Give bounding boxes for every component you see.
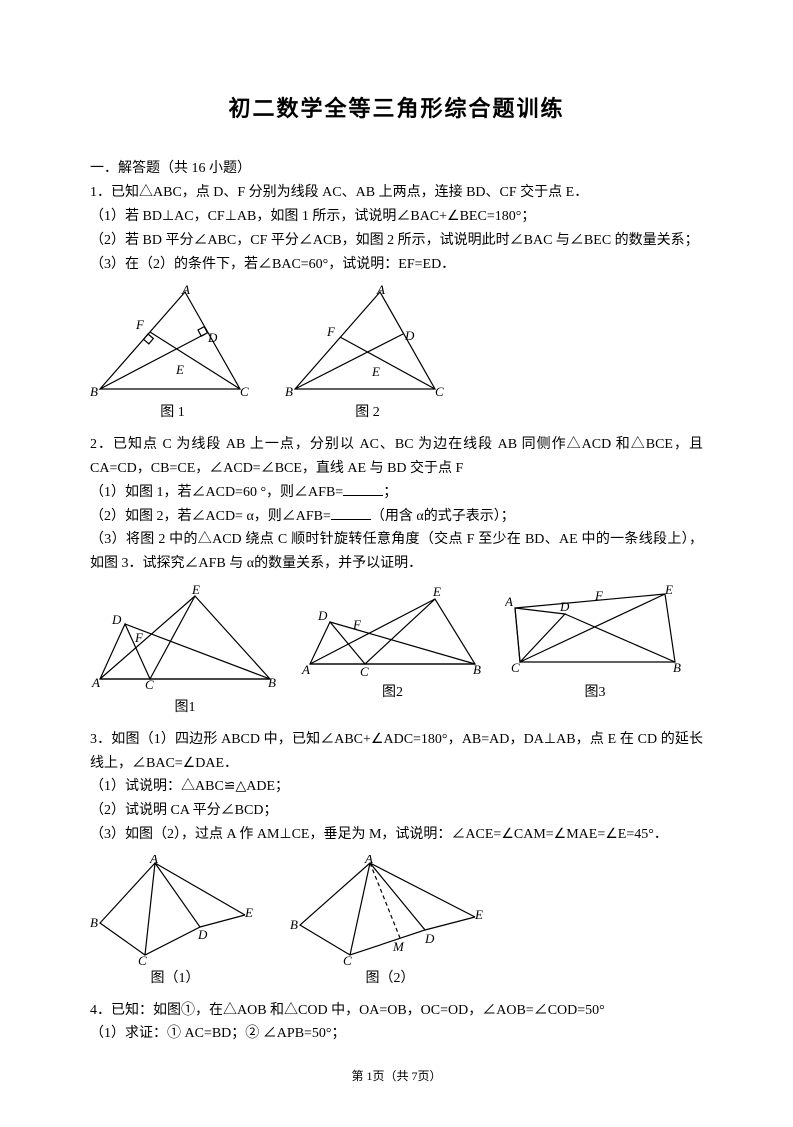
q4-stem: 4．已知：如图①，在△AOB 和△COD 中，OA=OB，OC=OD，∠AOB=… <box>90 999 703 1023</box>
svg-text:D: D <box>559 599 570 614</box>
q2-p1b: ； <box>383 485 397 500</box>
svg-text:B: B <box>290 917 298 932</box>
q3-part3: （3）如图（2），过点 A 作 AM⊥CE，垂足为 M，试说明：∠ACE=∠CA… <box>90 823 703 847</box>
svg-text:F: F <box>352 617 362 632</box>
q2-fig3-block: A D C B E F 图3 <box>505 584 685 720</box>
blank-2 <box>331 505 371 520</box>
q2-part3: （3）将图 2 中的△ACD 绕点 C 顺时针旋转任意角度（交点 F 至少在 B… <box>90 528 703 576</box>
svg-text:A: A <box>301 662 310 677</box>
q3-part1: （1）试说明：△ABC≌△ADE； <box>90 775 703 799</box>
blank-1 <box>343 481 383 496</box>
svg-text:B: B <box>473 662 481 677</box>
svg-text:E: E <box>244 905 253 920</box>
q3-fig2-svg: A B C D E M <box>290 855 490 965</box>
svg-text:A: A <box>91 675 100 690</box>
q3-stem: 3．如图（1）四边形 ABCD 中，已知∠ABC+∠ADC=180°，AB=AD… <box>90 728 703 776</box>
svg-text:C: C <box>360 664 369 679</box>
svg-text:B: B <box>673 660 681 675</box>
svg-text:E: E <box>175 362 184 377</box>
q2-part2: （2）如图 2，若∠ACD= α，则∠AFB= （用含 α的式子表示）； <box>90 505 703 529</box>
svg-text:A: A <box>376 284 385 297</box>
q1-fig1-block: A B C F D E 图 1 <box>90 284 255 425</box>
q1-fig2-label: 图 2 <box>355 401 380 425</box>
q3-fig1-svg: A B C D E <box>90 855 260 965</box>
q3-figures: A B C D E 图（1） A B <box>90 855 703 991</box>
q2-fig2-label: 图2 <box>382 681 403 705</box>
q3-fig2-block: A B C D E M 图（2） <box>290 855 490 991</box>
svg-text:E: E <box>664 584 673 597</box>
q1-part2: （2）若 BD 平分∠ABC，CF 平分∠ACB，如图 2 所示，试说明此时∠B… <box>90 229 703 253</box>
q2-fig3-label: 图3 <box>585 681 606 705</box>
q2-stem: 2．已知点 C 为线段 AB 上一点，分别以 AC、BC 为边在线段 AB 同侧… <box>90 433 703 481</box>
svg-text:A: A <box>149 855 158 866</box>
q3-fig2-label: 图（2） <box>366 967 415 991</box>
svg-text:F: F <box>594 588 604 603</box>
svg-text:A: A <box>364 855 373 866</box>
q2-fig1-label: 图1 <box>175 696 196 720</box>
q2-fig2-svg: A C B D E F <box>300 584 485 679</box>
q1-fig1-label: 图 1 <box>160 401 185 425</box>
svg-text:M: M <box>392 939 405 954</box>
svg-text:D: D <box>111 612 122 627</box>
svg-text:B: B <box>268 675 276 690</box>
svg-text:D: D <box>424 931 435 946</box>
q2-p2b: （用含 α的式子表示）； <box>371 509 515 524</box>
q3-part2: （2）试说明 CA 平分∠BCD； <box>90 799 703 823</box>
svg-text:C: C <box>240 384 249 399</box>
svg-text:A: A <box>505 594 513 609</box>
q1-figures: A B C F D E 图 1 A B C <box>90 284 703 425</box>
svg-text:C: C <box>343 953 352 965</box>
svg-text:B: B <box>90 384 98 399</box>
page-footer: 第 1页（共 7页） <box>90 1066 703 1086</box>
svg-text:E: E <box>191 584 200 597</box>
q1-fig2-svg: A B C F D E <box>285 284 450 399</box>
q2-p2a: （2）如图 2，若∠ACD= α，则∠AFB= <box>90 509 331 524</box>
q2-part1: （1）如图 1，若∠ACD=60 °，则∠AFB= ； <box>90 481 703 505</box>
q1-stem: 1．已知△ABC，点 D、F 分别为线段 AC、AB 上两点，连接 BD、CF … <box>90 181 703 205</box>
section-heading: 一．解答题（共 16 小题） <box>90 157 703 181</box>
q2-fig1-svg: A C B D E F <box>90 584 280 694</box>
svg-text:D: D <box>404 328 415 343</box>
svg-text:D: D <box>317 608 328 623</box>
svg-text:E: E <box>371 364 380 379</box>
q1-fig1-svg: A B C F D E <box>90 284 255 399</box>
svg-text:D: D <box>197 927 208 942</box>
q3-fig1-label: 图（1） <box>151 967 200 991</box>
svg-text:F: F <box>326 324 336 339</box>
svg-text:C: C <box>435 384 444 399</box>
svg-text:B: B <box>90 915 98 930</box>
q2-figures: A C B D E F 图1 A <box>90 584 703 720</box>
q2-fig3-svg: A D C B E F <box>505 584 685 679</box>
svg-text:F: F <box>135 317 145 332</box>
q1-part1: （1）若 BD⊥AC，CF⊥AB，如图 1 所示，试说明∠BAC+∠BEC=18… <box>90 205 703 229</box>
svg-text:D: D <box>207 330 218 345</box>
svg-text:C: C <box>511 660 520 675</box>
q2-fig2-block: A C B D E F 图2 <box>300 584 485 720</box>
q4-part1: （1）求证：① AC=BD；② ∠APB=50°； <box>90 1022 703 1046</box>
svg-text:A: A <box>181 284 190 297</box>
q1-part3: （3）在（2）的条件下，若∠BAC=60°，试说明：EF=ED． <box>90 253 703 277</box>
q2-p1a: （1）如图 1，若∠ACD=60 °，则∠AFB= <box>90 485 343 500</box>
svg-text:C: C <box>145 677 154 692</box>
svg-text:E: E <box>432 584 441 599</box>
svg-text:B: B <box>285 384 293 399</box>
svg-text:C: C <box>138 953 147 965</box>
q1-fig2-block: A B C F D E 图 2 <box>285 284 450 425</box>
document-title: 初二数学全等三角形综合题训练 <box>90 90 703 127</box>
q2-fig1-block: A C B D E F 图1 <box>90 584 280 720</box>
svg-text:E: E <box>474 907 483 922</box>
page: 初二数学全等三角形综合题训练 一．解答题（共 16 小题） 1．已知△ABC，点… <box>0 0 793 1127</box>
svg-text:F: F <box>134 630 144 645</box>
q3-fig1-block: A B C D E 图（1） <box>90 855 260 991</box>
